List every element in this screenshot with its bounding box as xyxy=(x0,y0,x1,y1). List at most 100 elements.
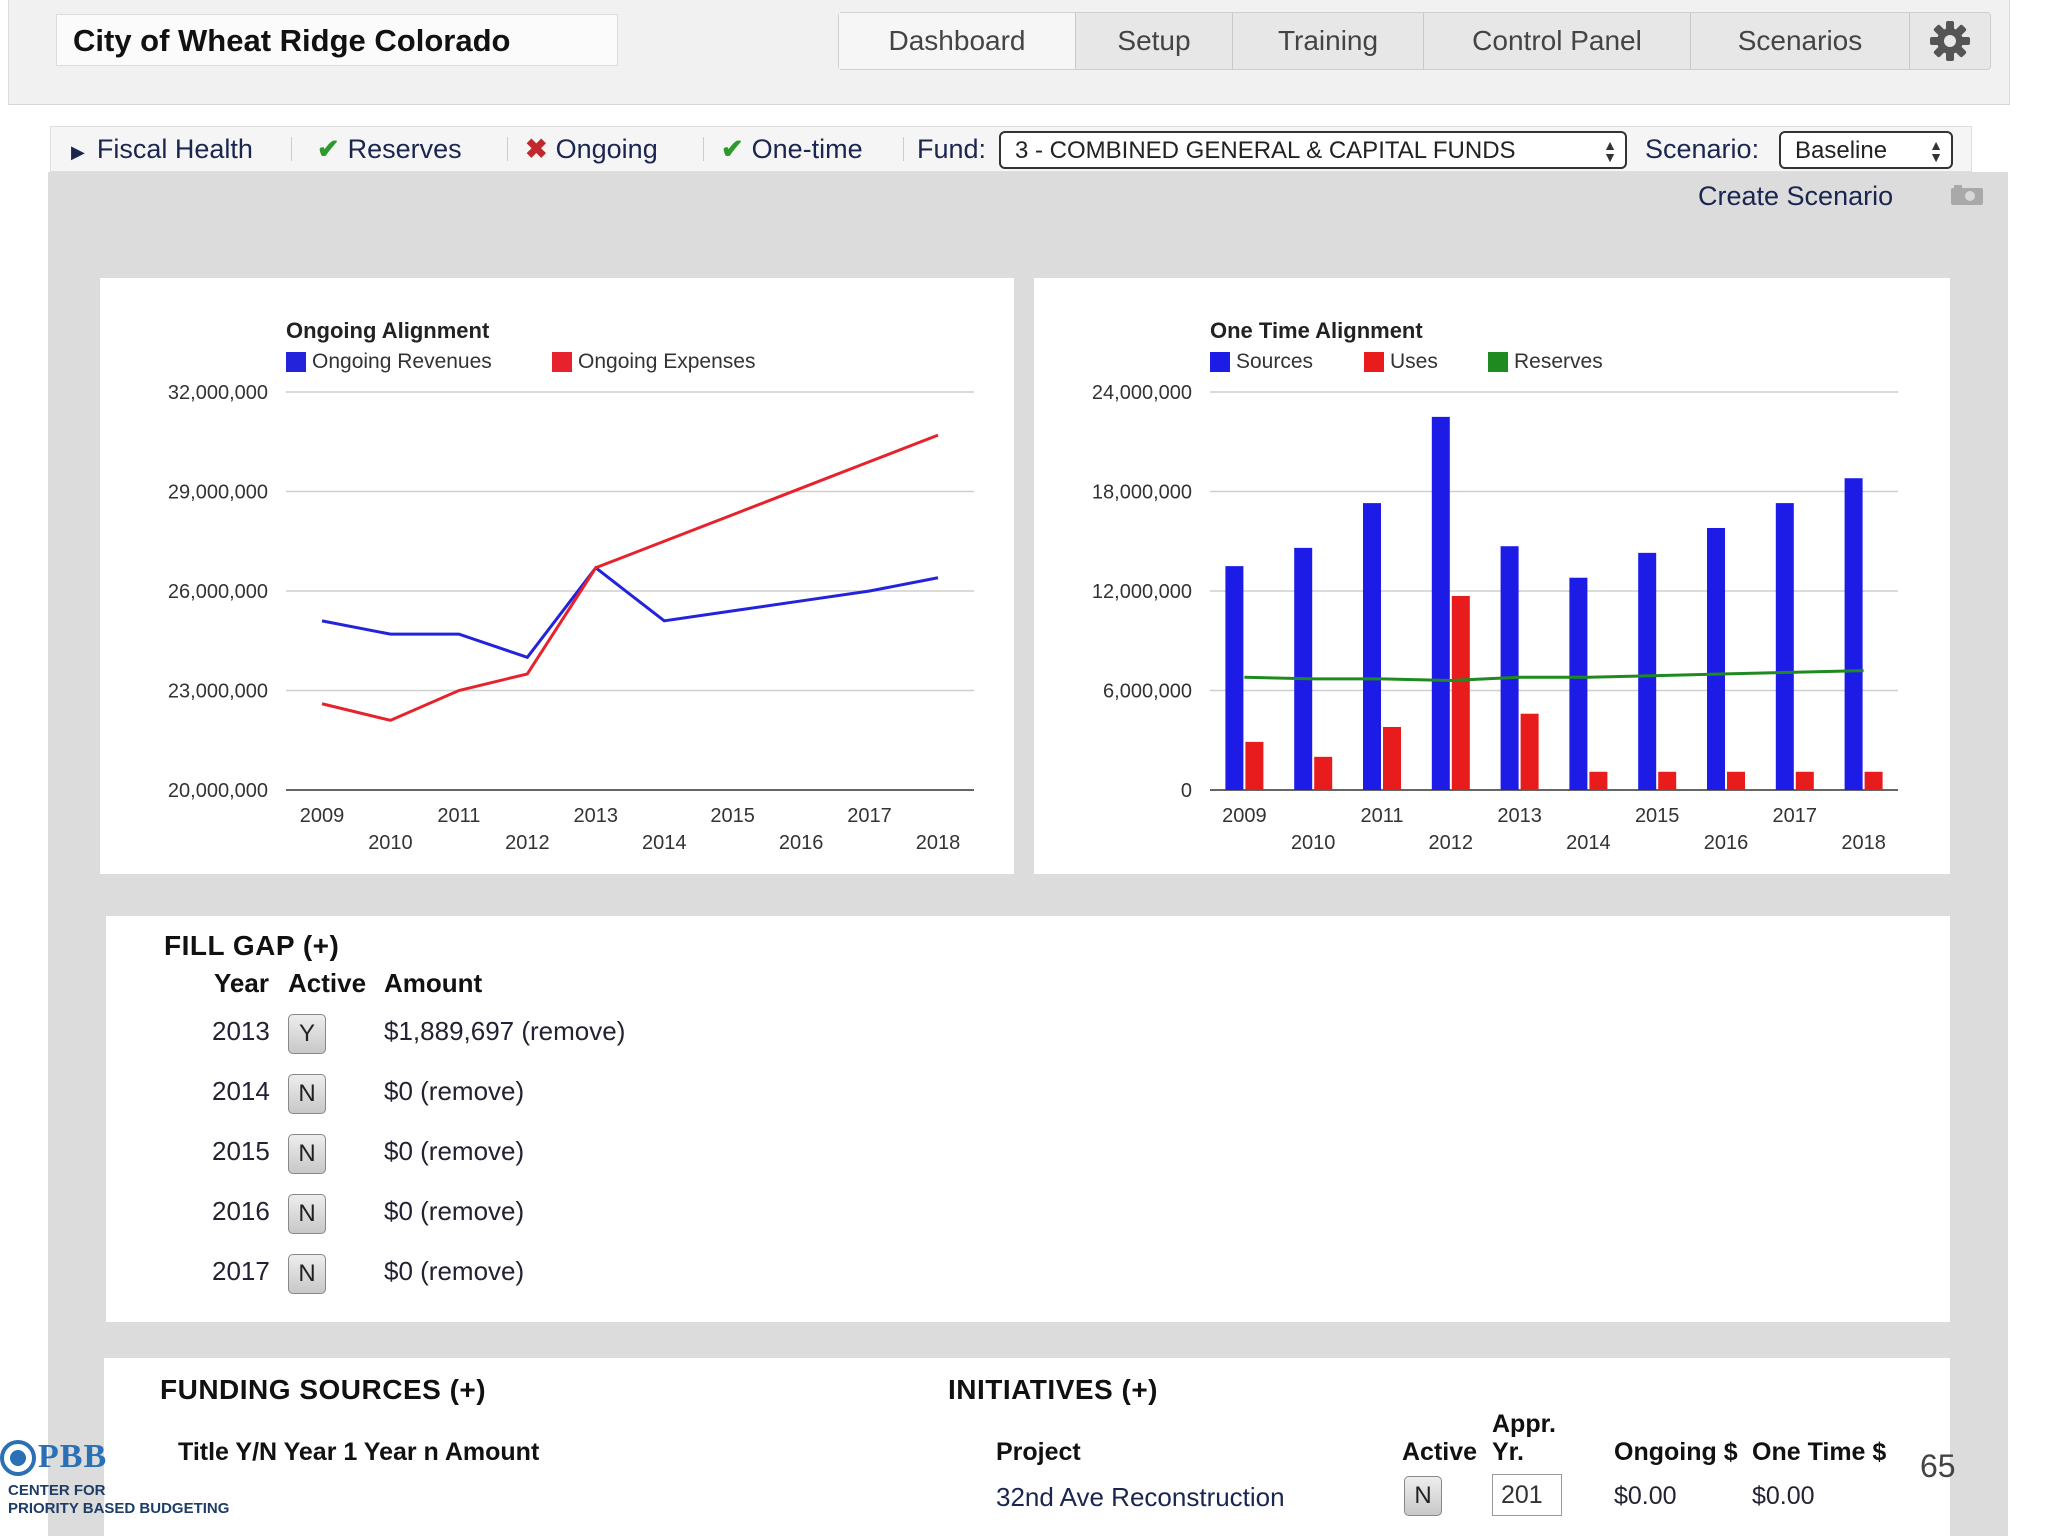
legend-item: Uses xyxy=(1364,350,1438,374)
uses-bar xyxy=(1520,713,1539,790)
settings-button[interactable] xyxy=(1910,13,1990,69)
tab-control-panel[interactable]: Control Panel xyxy=(1424,13,1691,69)
create-scenario-link[interactable]: Create Scenario xyxy=(1698,181,1894,211)
reserves-status[interactable]: ✔ Reserves xyxy=(317,127,462,171)
gap-amount[interactable]: $0 (remove) xyxy=(384,1076,525,1106)
select-arrows-icon: ▲ ▼ xyxy=(1603,137,1617,165)
gap-amount[interactable]: $0 (remove) xyxy=(384,1196,525,1226)
y-tick-label: 23,000,000 xyxy=(168,681,268,703)
appr-year-input[interactable]: 201 xyxy=(1492,1474,1562,1516)
reserves-label: Reserves xyxy=(347,134,462,164)
divider xyxy=(903,137,904,161)
uses-bar xyxy=(1727,771,1745,790)
sources-bar xyxy=(1363,503,1381,790)
active-toggle[interactable]: N xyxy=(288,1074,326,1114)
funding-sources-title[interactable]: FUNDING SOURCES (+) xyxy=(160,1374,487,1405)
fund-select[interactable]: 3 - COMBINED GENERAL & CAPITAL FUNDS ▲ ▼ xyxy=(999,131,1627,169)
sources-bar xyxy=(1294,547,1313,790)
y-tick-label: 6,000,000 xyxy=(1103,681,1192,703)
ongoing-alignment-chart: 32,000,000 29,000,000 26,000,000 23,000,000… xyxy=(168,382,974,854)
ongoing-expenses-line xyxy=(321,433,939,722)
x-tick-label: 2014 xyxy=(642,832,687,854)
sources-bar xyxy=(1844,478,1863,790)
tab-setup[interactable]: Setup xyxy=(1076,13,1233,69)
x-tick-label: 2012 xyxy=(505,832,550,854)
pbb-logo: PBB CENTER FOR PRIORITY BASED BUDGETING xyxy=(0,1438,230,1536)
x-tick-label: 2009 xyxy=(1222,805,1267,827)
active-toggle[interactable]: N xyxy=(1404,1476,1442,1516)
x-tick-label: 2017 xyxy=(1773,805,1818,827)
x-tick-label: 2017 xyxy=(847,805,892,827)
uses-bar xyxy=(1589,771,1608,790)
uses-bar xyxy=(1451,595,1470,790)
y-tick-label: 12,000,000 xyxy=(1092,581,1192,603)
scenario-select[interactable]: Baseline ▲ ▼ xyxy=(1779,131,1953,169)
column-header: Active xyxy=(288,968,367,998)
y-tick-label: 0 xyxy=(1181,780,1192,802)
active-toggle[interactable]: N xyxy=(288,1254,326,1294)
main-nav: Dashboard Setup Training Control Panel S… xyxy=(838,12,1991,70)
one-time-amount: $0.00 xyxy=(1752,1482,1815,1510)
divider xyxy=(291,137,292,161)
select-arrows-icon: ▲ ▼ xyxy=(1929,137,1943,165)
sources-bar xyxy=(1775,503,1794,790)
column-header: Year xyxy=(214,968,269,998)
sources-bar xyxy=(1569,577,1588,790)
y-tick-label: 18,000,000 xyxy=(1092,482,1192,504)
ongoing-status[interactable]: ✖ Ongoing xyxy=(525,127,658,171)
pbb-logo-line1: CENTER FOR xyxy=(8,1482,106,1499)
legend-item: Reserves xyxy=(1488,350,1603,374)
page-number: 65 xyxy=(1920,1448,1956,1484)
column-header: One Time $ xyxy=(1752,1438,1887,1466)
app-title: City of Wheat Ridge Colorado xyxy=(56,14,618,66)
fill-gap-title[interactable]: FILL GAP (+) xyxy=(164,930,340,961)
one-time-alignment-card: One Time Alignment Sources Uses Reserves… xyxy=(1034,278,1950,874)
y-tick-label: 26,000,000 xyxy=(168,581,268,603)
gap-year: 2015 xyxy=(212,1136,270,1166)
column-header: Yr. xyxy=(1492,1438,1524,1466)
reserves-line xyxy=(1244,669,1864,683)
sources-bar xyxy=(1431,416,1450,790)
x-tick-label: 2015 xyxy=(710,805,755,827)
active-toggle[interactable]: N xyxy=(288,1194,326,1234)
divider xyxy=(703,137,704,161)
column-header: Appr. xyxy=(1492,1410,1556,1438)
gap-year: 2014 xyxy=(212,1076,270,1106)
x-tick-label: 2012 xyxy=(1429,832,1474,854)
one-time-status[interactable]: ✔ One-time xyxy=(721,127,863,171)
fiscal-health-toggle[interactable]: ▶ Fiscal Health xyxy=(71,127,253,171)
tab-scenarios[interactable]: Scenarios xyxy=(1691,13,1910,69)
x-tick-label: 2013 xyxy=(1497,805,1542,827)
legend-swatch xyxy=(286,352,306,372)
gap-amount[interactable]: $1,889,697 (remove) xyxy=(384,1016,626,1046)
ongoing-amount: $0.00 xyxy=(1614,1482,1677,1510)
legend-swatch xyxy=(1364,352,1384,372)
legend-swatch xyxy=(1488,352,1508,372)
uses-bar xyxy=(1864,771,1883,790)
sources-bar xyxy=(1225,566,1244,790)
check-icon: ✔ xyxy=(721,134,744,164)
chart-title: Ongoing Alignment xyxy=(286,318,490,343)
gap-amount[interactable]: $0 (remove) xyxy=(384,1136,525,1166)
initiatives-title[interactable]: INITIATIVES (+) xyxy=(948,1374,1158,1405)
check-icon: ✔ xyxy=(317,134,340,164)
uses-bar xyxy=(1383,726,1401,790)
camera-icon[interactable] xyxy=(1950,184,1984,206)
scenario-select-value: Baseline xyxy=(1795,137,1888,164)
tab-dashboard[interactable]: Dashboard xyxy=(839,13,1076,69)
legend-label: Ongoing Expenses xyxy=(578,350,756,373)
y-tick-label: 24,000,000 xyxy=(1092,382,1192,404)
gap-amount[interactable]: $0 (remove) xyxy=(384,1256,525,1286)
uses-bar xyxy=(1795,771,1814,790)
cross-icon: ✖ xyxy=(525,134,548,164)
column-header: Amount xyxy=(384,968,483,998)
active-toggle[interactable]: N xyxy=(288,1134,326,1174)
tab-training[interactable]: Training xyxy=(1233,13,1424,69)
legend-label: Uses xyxy=(1390,350,1438,373)
ongoing-alignment-card: Ongoing Alignment Ongoing Revenues Ongoi… xyxy=(100,278,1014,874)
active-toggle[interactable]: Y xyxy=(288,1014,326,1054)
pbb-logo-icon xyxy=(0,1440,36,1476)
legend-item: Ongoing Revenues xyxy=(286,350,492,374)
funding-initiatives-card: FUNDING SOURCES (+) Title Y/N Year 1 Yea… xyxy=(104,1358,1950,1536)
initiative-project-link[interactable]: 32nd Ave Reconstruction xyxy=(996,1482,1285,1512)
